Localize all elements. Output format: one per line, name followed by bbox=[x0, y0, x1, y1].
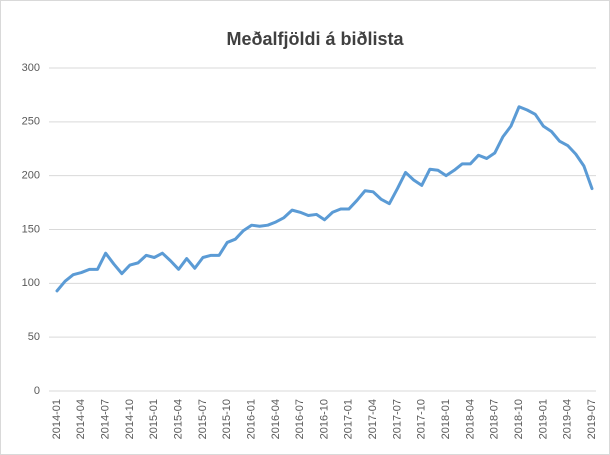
x-tick-label: 2017-01 bbox=[343, 399, 355, 439]
x-tick-label: 2017-10 bbox=[416, 399, 428, 439]
data-line bbox=[55, 105, 594, 293]
y-tick-label: 100 bbox=[22, 277, 40, 289]
x-tick-label: 2018-04 bbox=[464, 399, 476, 439]
y-tick-label: 300 bbox=[22, 62, 40, 74]
x-tick-label: 2014-01 bbox=[51, 399, 63, 439]
y-tick-label: 150 bbox=[22, 223, 40, 235]
x-tick-label: 2016-04 bbox=[270, 399, 282, 439]
y-tick-label: 50 bbox=[28, 331, 40, 343]
y-tick-label: 250 bbox=[22, 116, 40, 128]
x-tick-label: 2018-10 bbox=[513, 399, 525, 439]
x-tick-label: 2016-10 bbox=[318, 399, 330, 439]
y-tick-label: 200 bbox=[22, 170, 40, 182]
x-tick-label: 2019-01 bbox=[537, 399, 549, 439]
x-tick-label: 2018-01 bbox=[440, 399, 452, 439]
x-tick-label: 2019-04 bbox=[562, 399, 574, 439]
x-tick-label: 2018-07 bbox=[489, 399, 501, 439]
x-tick-label: 2015-01 bbox=[148, 399, 160, 439]
x-tick-label: 2016-01 bbox=[245, 399, 257, 439]
x-tick-label: 2015-07 bbox=[197, 399, 209, 439]
x-tick-label: 2015-10 bbox=[221, 399, 233, 439]
x-tick-label: 2019-07 bbox=[586, 399, 598, 439]
x-tick-label: 2016-07 bbox=[294, 399, 306, 439]
x-tick-label: 2015-04 bbox=[172, 399, 184, 439]
chart-title: Meðalfjöldi á biðlista bbox=[226, 29, 404, 49]
x-tick-label: 2014-04 bbox=[75, 399, 87, 439]
y-tick-label: 0 bbox=[34, 385, 40, 397]
x-tick-label: 2014-07 bbox=[100, 399, 112, 439]
x-tick-label: 2014-10 bbox=[124, 399, 136, 439]
x-tick-label: 2017-04 bbox=[367, 399, 379, 439]
x-tick-label: 2017-07 bbox=[391, 399, 403, 439]
